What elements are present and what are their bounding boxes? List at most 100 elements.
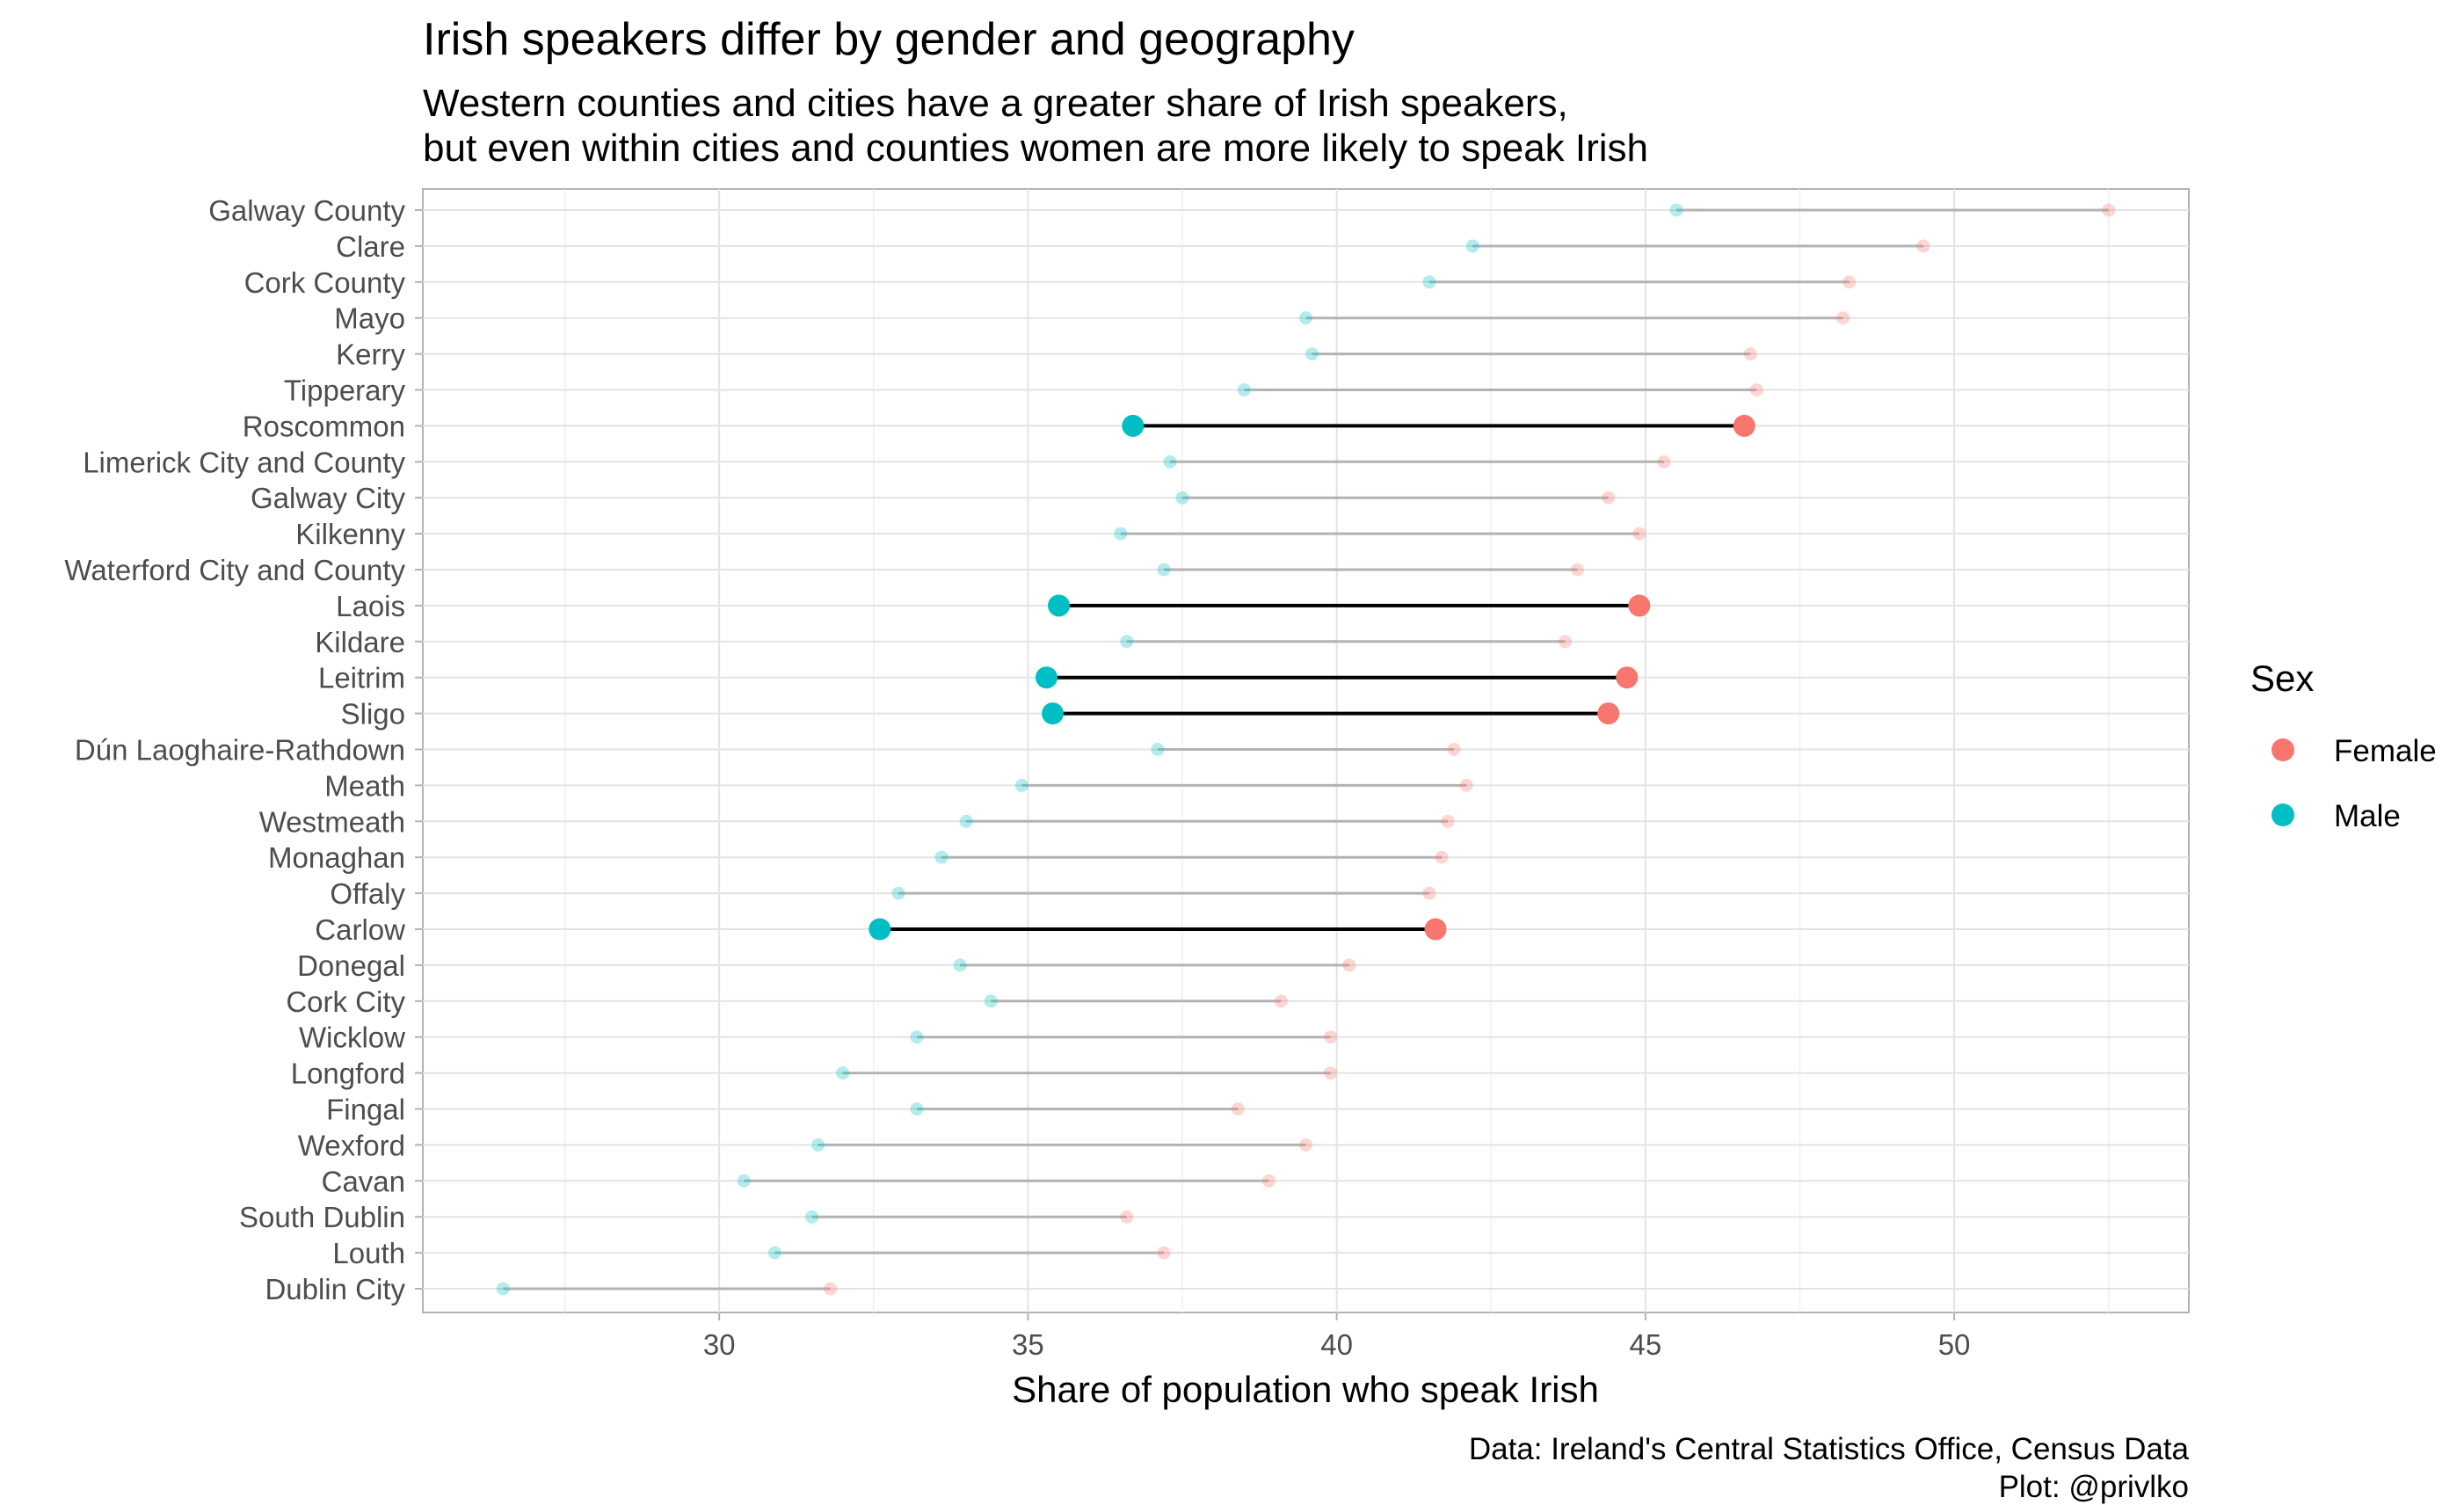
point-female-clare <box>1916 239 1930 253</box>
y-tick-label-sligo: Sligo <box>341 698 405 731</box>
point-male-leitrim <box>1035 666 1058 689</box>
x-tick-label: 50 <box>1938 1328 1971 1361</box>
y-tick-label-fingal: Fingal <box>326 1094 405 1126</box>
y-tick-label-donegal: Donegal <box>297 949 405 982</box>
point-female-carlow <box>1424 918 1447 941</box>
point-male-south-dublin <box>805 1210 819 1224</box>
point-male-kildare <box>1120 635 1134 649</box>
y-tick-label-galway-county: Galway County <box>208 194 405 227</box>
point-male-westmeath <box>959 814 973 828</box>
point-female-sligo <box>1597 702 1620 725</box>
y-tick-label-kildare: Kildare <box>315 626 405 658</box>
y-tick-label-limerick-city-and-county: Limerick City and County <box>83 446 405 478</box>
point-male-kilkenny <box>1114 527 1128 541</box>
point-male-donegal <box>953 958 967 972</box>
caption-author: Plot: @privlko <box>1999 1470 2189 1504</box>
legend-key-female <box>2271 738 2294 761</box>
y-tick-label-clare: Clare <box>336 230 405 263</box>
y-tick-label-dublin-city: Dublin City <box>265 1273 405 1305</box>
point-female-galway-city <box>1602 491 1616 505</box>
y-tick-label-carlow: Carlow <box>315 913 405 946</box>
legend-title: Sex <box>2250 658 2314 699</box>
point-male-mayo <box>1299 311 1312 325</box>
point-male-carlow <box>869 918 891 941</box>
point-male-longford <box>836 1066 850 1080</box>
y-tick-label-westmeath: Westmeath <box>259 805 405 838</box>
chart-subtitle-line-1: Western counties and cities have a great… <box>423 82 1568 125</box>
legend-label-female: Female <box>2334 734 2437 768</box>
y-tick-label-tipperary: Tipperary <box>284 374 406 407</box>
y-tick-label-roscommon: Roscommon <box>243 410 405 442</box>
point-male-louth <box>767 1246 781 1260</box>
point-female-cavan <box>1261 1174 1276 1188</box>
x-axis-label: Share of population who speak Irish <box>1012 1369 1599 1410</box>
point-female-tipperary <box>1749 383 1763 396</box>
y-tick-label-laois: Laois <box>336 590 405 622</box>
y-tick-label-kerry: Kerry <box>336 338 405 371</box>
y-tick-label-leitrim: Leitrim <box>318 662 405 694</box>
y-tick-label-meath: Meath <box>324 769 405 802</box>
point-female-roscommon <box>1733 414 1755 437</box>
point-male-cork-county <box>1422 275 1436 289</box>
y-tick-label-waterford-city-and-county: Waterford City and County <box>64 554 405 586</box>
point-female-kilkenny <box>1632 527 1646 541</box>
x-axis-tick-labels: 30 35 40 45 50 <box>703 1328 1971 1361</box>
y-tick-label-mayo: Mayo <box>334 302 405 335</box>
point-male-galway-county <box>1669 203 1683 217</box>
point-male-sligo <box>1041 702 1064 725</box>
point-male-clare <box>1465 239 1479 253</box>
point-layer <box>496 203 2116 1296</box>
point-male-dublin-city <box>496 1282 510 1296</box>
y-tick-label-cork-county: Cork County <box>244 266 406 299</box>
point-male-meath <box>1014 778 1028 792</box>
point-male-wicklow <box>910 1030 924 1044</box>
x-tick-label: 40 <box>1320 1328 1353 1361</box>
point-male-laois <box>1048 594 1071 617</box>
y-tick-label-kilkenny: Kilkenny <box>295 518 405 550</box>
x-tick-label: 30 <box>703 1328 736 1361</box>
y-tick-label-south-dublin: South Dublin <box>239 1201 405 1233</box>
point-male-kerry <box>1305 347 1319 361</box>
point-male-tipperary <box>1237 383 1251 396</box>
y-tick-label-monaghan: Monaghan <box>268 841 405 874</box>
point-female-offaly <box>1422 886 1436 900</box>
point-female-galway-county <box>2102 203 2116 217</box>
y-tick-label-louth: Louth <box>332 1237 405 1269</box>
point-female-meath <box>1459 778 1473 792</box>
point-female-donegal <box>1342 958 1356 972</box>
point-female-laois <box>1628 594 1651 617</box>
point-female-south-dublin <box>1120 1210 1134 1224</box>
point-female-longford <box>1324 1066 1338 1080</box>
caption-source: Data: Ireland's Central Statistics Offic… <box>1469 1432 2190 1466</box>
y-tick-label-cavan: Cavan <box>322 1165 405 1197</box>
y-tick-label-dun-laoghaire-rathdown: Dún Laoghaire-Rathdown <box>75 734 405 767</box>
point-female-kerry <box>1743 347 1757 361</box>
y-tick-label-wicklow: Wicklow <box>299 1022 405 1054</box>
legend-label-male: Male <box>2334 799 2401 833</box>
point-female-dun-laoghaire-rathdown <box>1447 743 1461 756</box>
point-female-cork-city <box>1274 994 1288 1008</box>
chart-title: Irish speakers differ by gender and geog… <box>423 14 1355 65</box>
point-male-cork-city <box>984 994 998 1008</box>
chart-subtitle-line-2: but even within cities and counties wome… <box>423 127 1648 170</box>
point-male-monaghan <box>934 850 949 864</box>
y-tick-label-cork-city: Cork City <box>286 985 405 1018</box>
point-male-fingal <box>910 1102 924 1116</box>
legend: Sex Female Male <box>2250 658 2437 833</box>
point-male-roscommon <box>1122 414 1145 437</box>
point-female-cork-county <box>1843 275 1857 289</box>
point-male-limerick-city-and-county <box>1163 454 1177 469</box>
y-tick-label-offaly: Offaly <box>330 877 405 910</box>
y-tick-label-galway-city: Galway City <box>251 482 406 514</box>
point-female-dublin-city <box>824 1282 838 1296</box>
point-female-leitrim <box>1616 666 1639 689</box>
point-female-louth <box>1157 1246 1171 1260</box>
point-female-limerick-city-and-county <box>1657 454 1671 469</box>
point-male-wexford <box>811 1138 825 1152</box>
legend-key-male <box>2271 803 2294 826</box>
point-male-cavan <box>737 1174 751 1188</box>
point-female-westmeath <box>1441 814 1455 828</box>
x-tick-label: 45 <box>1629 1328 1661 1361</box>
